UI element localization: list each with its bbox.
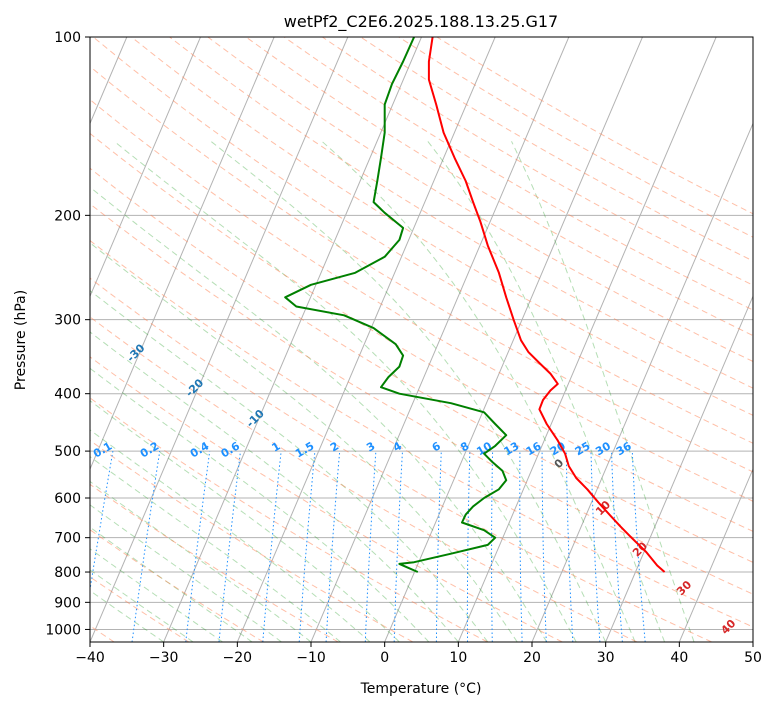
isotherm-line	[90, 37, 201, 298]
dry-adiabat-line	[92, 37, 753, 444]
dry-adiabat-line	[90, 316, 638, 642]
mixing-ratio-line	[262, 451, 282, 642]
isotherm-gridlines	[90, 37, 753, 642]
temperature-profile-line	[427, 37, 666, 573]
y-tick-label: 700	[54, 531, 81, 547]
x-tick-label: −30	[149, 650, 179, 666]
dry-adiabat-line	[90, 277, 712, 642]
x-tick-label: −10	[296, 650, 326, 666]
x-axis-label: Temperature (°C)	[360, 681, 482, 697]
moist-adiabat-line	[90, 548, 223, 642]
x-tick-label: 0	[380, 650, 389, 666]
x-tick-label: 40	[670, 650, 688, 666]
moist-adiabat-line	[113, 140, 577, 642]
y-axis-ticks: 100 200 300 400 500 600 700 800 900 1000	[45, 30, 90, 638]
y-tick-label: 800	[54, 565, 81, 581]
x-tick-label: 10	[449, 650, 467, 666]
plot-frame	[89, 36, 754, 643]
dry-adiabat-line	[283, 37, 753, 311]
isotherm-line	[384, 37, 643, 642]
mixing-ratio-line	[631, 451, 646, 642]
isotherm-line	[90, 37, 275, 471]
moist-adiabat-line	[90, 480, 312, 642]
dry-adiabat-line	[90, 239, 753, 628]
dewpoint-profile-line	[284, 37, 508, 573]
x-tick-label: 50	[744, 650, 762, 666]
isotherm-line	[605, 295, 753, 642]
moist-adiabat-line	[90, 504, 282, 642]
y-tick-label: 200	[54, 208, 81, 224]
plot-background	[90, 37, 753, 642]
mixing-ratio-line	[90, 451, 114, 593]
y-axis-label: Pressure (hPa)	[13, 290, 29, 390]
y-tick-label: 500	[54, 444, 81, 460]
moist-adiabat-line	[90, 400, 400, 642]
moist-adiabat-line	[90, 242, 518, 642]
x-tick-label: −40	[75, 650, 105, 666]
moist-adiabat-line	[90, 367, 430, 642]
moist-adiabat-line	[90, 331, 459, 642]
mixing-ratio-line	[218, 451, 241, 642]
profile-series	[284, 37, 666, 573]
x-tick-label: 30	[597, 650, 615, 666]
y-tick-label: 600	[54, 491, 81, 507]
moist-adiabat-line	[427, 140, 666, 642]
x-tick-label: 20	[523, 650, 541, 666]
moist-adiabat-line	[511, 141, 695, 642]
dry-adiabat-line	[90, 132, 753, 532]
moist-adiabat-line	[90, 589, 164, 642]
isotherm-line	[236, 37, 496, 642]
moist-adiabat-line	[90, 186, 548, 642]
y-tick-label: 900	[54, 595, 81, 611]
isotherm-line	[457, 37, 717, 642]
y-tick-label: 300	[54, 313, 81, 329]
mixing-ratio-line	[185, 451, 211, 642]
mixing-ratio-lines	[90, 451, 646, 642]
chart-title: wetPf2_C2E6.2025.188.13.25.G17	[284, 12, 558, 32]
dry-adiabat-line	[169, 37, 753, 389]
x-tick-label: −20	[223, 650, 253, 666]
dry-adiabat-line	[90, 167, 753, 563]
moist-adiabats	[90, 140, 695, 642]
moist-adiabat-line	[210, 140, 607, 642]
isotherm-line	[678, 467, 753, 642]
y-tick-label: 400	[54, 387, 81, 403]
dry-adiabat-line	[90, 483, 339, 642]
moist-adiabat-line	[90, 290, 489, 642]
y-tick-label: 100	[54, 30, 81, 46]
moist-adiabat-line	[321, 140, 636, 642]
mixing-ratio-line	[131, 451, 161, 642]
isobar-gridlines	[90, 37, 753, 630]
dry-adiabat-line	[90, 98, 753, 502]
moist-adiabat-line	[90, 569, 194, 642]
x-axis-ticks: −40 −30 −20 −10 0 10 20 30 40 50	[75, 642, 762, 666]
dry-adiabat-line	[90, 356, 563, 642]
dry-adiabat-line	[131, 37, 753, 416]
dry-adiabat-line	[90, 529, 264, 642]
dry-adiabats	[90, 37, 753, 642]
isotherm-line	[90, 37, 349, 642]
dry-adiabat-line	[245, 37, 753, 337]
isotherm-line	[163, 37, 422, 642]
mixing-ratio-line	[298, 451, 316, 642]
dry-adiabat-line	[90, 203, 753, 595]
y-tick-label: 1000	[45, 622, 81, 638]
